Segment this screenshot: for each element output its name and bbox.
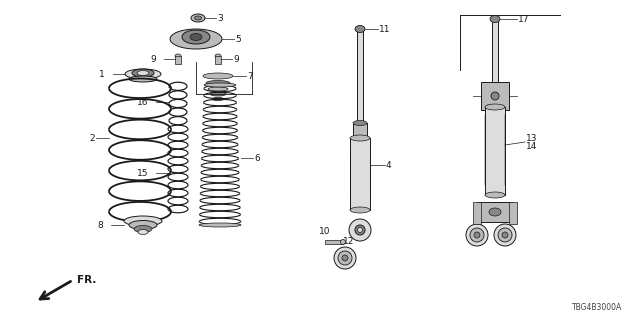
Text: 10: 10 (319, 228, 330, 236)
Ellipse shape (340, 239, 346, 244)
Ellipse shape (355, 26, 365, 33)
Ellipse shape (334, 247, 356, 269)
Ellipse shape (206, 81, 230, 85)
Ellipse shape (485, 192, 505, 198)
Bar (492, 20, 498, 85)
Text: 17: 17 (518, 14, 529, 23)
Ellipse shape (353, 121, 367, 125)
Bar (509, 202, 517, 224)
Text: 9: 9 (233, 54, 239, 63)
Ellipse shape (129, 76, 157, 82)
Ellipse shape (129, 220, 157, 229)
Ellipse shape (338, 251, 352, 265)
Text: 14: 14 (526, 141, 538, 150)
Ellipse shape (485, 104, 505, 110)
Ellipse shape (138, 229, 148, 235)
Text: 3: 3 (217, 13, 223, 22)
Text: 9: 9 (150, 54, 156, 63)
Bar (477, 202, 513, 222)
Text: 4: 4 (386, 161, 392, 170)
Bar (215, 56, 221, 64)
Bar (485, 107, 505, 195)
Ellipse shape (125, 69, 161, 79)
Bar (175, 56, 181, 64)
Ellipse shape (355, 225, 365, 235)
Ellipse shape (498, 228, 512, 242)
Ellipse shape (474, 232, 480, 238)
Bar (353, 123, 367, 140)
Text: 6: 6 (254, 154, 260, 163)
Text: 1: 1 (99, 69, 105, 78)
Text: 11: 11 (379, 25, 390, 34)
Text: FR.: FR. (77, 275, 97, 285)
Text: 8: 8 (97, 220, 103, 229)
Ellipse shape (342, 255, 348, 261)
Ellipse shape (134, 226, 152, 233)
Ellipse shape (212, 98, 224, 100)
Bar (350, 138, 370, 210)
Ellipse shape (170, 29, 222, 49)
Bar (325, 240, 343, 244)
Ellipse shape (191, 14, 205, 22)
Ellipse shape (470, 228, 484, 242)
Bar (357, 30, 363, 125)
Text: 15: 15 (136, 169, 148, 178)
Ellipse shape (358, 228, 362, 233)
Ellipse shape (182, 30, 210, 44)
Ellipse shape (350, 207, 370, 213)
Text: 12: 12 (343, 236, 355, 245)
Ellipse shape (490, 15, 500, 22)
Text: 13: 13 (526, 133, 538, 142)
Text: 5: 5 (235, 35, 241, 44)
Ellipse shape (203, 73, 233, 79)
Ellipse shape (349, 219, 371, 241)
Text: 16: 16 (136, 98, 148, 107)
Bar (481, 82, 509, 110)
Ellipse shape (175, 54, 181, 58)
Ellipse shape (132, 69, 154, 77)
Ellipse shape (350, 135, 370, 141)
Text: TBG4B3000A: TBG4B3000A (572, 303, 622, 312)
Text: 7: 7 (247, 71, 253, 81)
Ellipse shape (215, 54, 221, 58)
Ellipse shape (208, 87, 228, 91)
Ellipse shape (502, 232, 508, 238)
Bar (473, 202, 481, 224)
Ellipse shape (137, 70, 149, 76)
Ellipse shape (491, 92, 499, 100)
Ellipse shape (199, 223, 241, 227)
Text: 2: 2 (90, 133, 95, 142)
Ellipse shape (190, 34, 202, 41)
Ellipse shape (124, 216, 162, 226)
Ellipse shape (195, 16, 202, 20)
Ellipse shape (489, 208, 501, 216)
Ellipse shape (210, 92, 226, 96)
Ellipse shape (494, 224, 516, 246)
Ellipse shape (466, 224, 488, 246)
Ellipse shape (353, 138, 367, 142)
Ellipse shape (204, 83, 236, 87)
